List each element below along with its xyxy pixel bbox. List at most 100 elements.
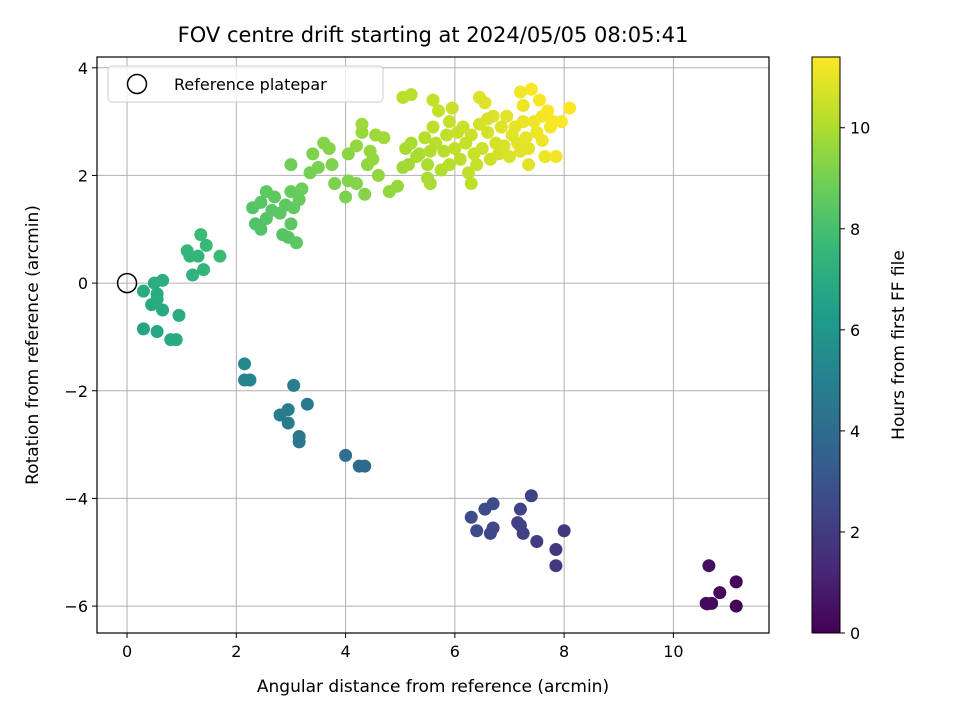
data-point [486, 521, 500, 535]
data-point [268, 190, 282, 204]
x-axis-ticks: 0 2 4 6 8 10 [122, 633, 684, 661]
y-tick-label: 0 [78, 274, 88, 293]
data-point [530, 534, 544, 548]
data-point [713, 586, 727, 600]
data-point [497, 139, 511, 153]
data-point [522, 158, 536, 172]
data-point [254, 195, 268, 209]
data-point [350, 177, 364, 191]
data-point [516, 115, 530, 129]
data-point [156, 303, 170, 317]
data-point [729, 599, 743, 613]
data-point [557, 524, 571, 538]
data-point [350, 139, 364, 153]
data-point [426, 120, 440, 134]
data-point [442, 115, 456, 129]
data-point [358, 187, 372, 201]
colorbar-tick-label: 10 [850, 119, 870, 138]
data-point [339, 190, 353, 204]
data-point [325, 158, 339, 172]
data-point [243, 373, 257, 387]
y-axis-label: Rotation from reference (arcmin) [23, 205, 43, 485]
data-point [429, 136, 443, 150]
data-point [462, 166, 476, 180]
data-point [549, 543, 563, 557]
data-point [519, 131, 533, 145]
colorbar-tick-label: 0 [850, 624, 860, 643]
plot-frame [96, 56, 770, 634]
data-point [481, 112, 495, 126]
colorbar-tick-label: 8 [850, 220, 860, 239]
data-point [169, 333, 183, 347]
data-point [481, 125, 495, 139]
data-point [404, 88, 418, 102]
data-point [563, 101, 577, 115]
data-point [464, 177, 478, 191]
data-point [418, 131, 432, 145]
data-point [500, 109, 514, 123]
data-point [186, 268, 200, 282]
data-point [464, 128, 478, 142]
colorbar-tick-label: 6 [850, 321, 860, 340]
y-tick-label: −6 [64, 597, 88, 616]
data-point [437, 144, 451, 158]
legend-box [107, 65, 384, 103]
data-point [254, 222, 268, 236]
data-point [199, 238, 213, 252]
data-point [475, 142, 489, 156]
data-point [549, 150, 563, 164]
x-tick-label: 0 [122, 642, 132, 661]
data-point [524, 489, 538, 503]
data-point [284, 158, 298, 172]
chart-title: FOV centre drift starting at 2024/05/05 … [178, 23, 689, 47]
data-point [538, 150, 552, 164]
colorbar-tick-label: 4 [850, 422, 860, 441]
y-tick-label: 2 [78, 166, 88, 185]
colorbar-frame [811, 56, 841, 634]
data-point [549, 559, 563, 573]
data-point [453, 152, 467, 166]
colorbar-tick-label: 2 [850, 523, 860, 542]
data-point [421, 158, 435, 172]
colorbar-gradient [812, 57, 840, 633]
data-point [513, 502, 527, 516]
data-point [554, 115, 568, 129]
data-point [470, 158, 484, 172]
x-tick-label: 4 [340, 642, 350, 661]
y-axis-ticks: −6 −4 −2 0 2 4 [64, 59, 97, 616]
data-point [295, 182, 309, 196]
y-tick-label: 4 [78, 59, 88, 78]
data-point [390, 179, 404, 193]
data-point [172, 308, 186, 322]
colorbar-label: Hours from first FF file [889, 250, 909, 440]
data-point [702, 559, 716, 573]
data-point [533, 93, 547, 107]
data-point [404, 136, 418, 150]
data-point [341, 147, 355, 161]
y-tick-label: −4 [64, 489, 88, 508]
data-point [238, 357, 252, 371]
data-point [472, 90, 486, 104]
colorbar-ticks: 0 2 4 6 8 10 [840, 119, 870, 643]
data-point [516, 526, 530, 540]
data-point [456, 120, 470, 134]
data-point [423, 177, 437, 191]
data-point [535, 133, 549, 147]
data-point [524, 82, 538, 96]
data-point [284, 217, 298, 231]
data-point [284, 185, 298, 199]
reference-platepar-marker [116, 272, 138, 294]
data-point [292, 193, 306, 207]
data-point [486, 497, 500, 511]
data-point [412, 147, 426, 161]
data-point [442, 158, 456, 172]
data-point [311, 160, 325, 174]
data-point [281, 416, 295, 430]
data-point [358, 459, 372, 473]
colorbar: 0 2 4 6 8 10 Hours from first FF file [811, 56, 909, 643]
data-point [729, 575, 743, 589]
data-point [513, 85, 527, 99]
data-point [371, 168, 385, 182]
data-point [355, 117, 369, 131]
